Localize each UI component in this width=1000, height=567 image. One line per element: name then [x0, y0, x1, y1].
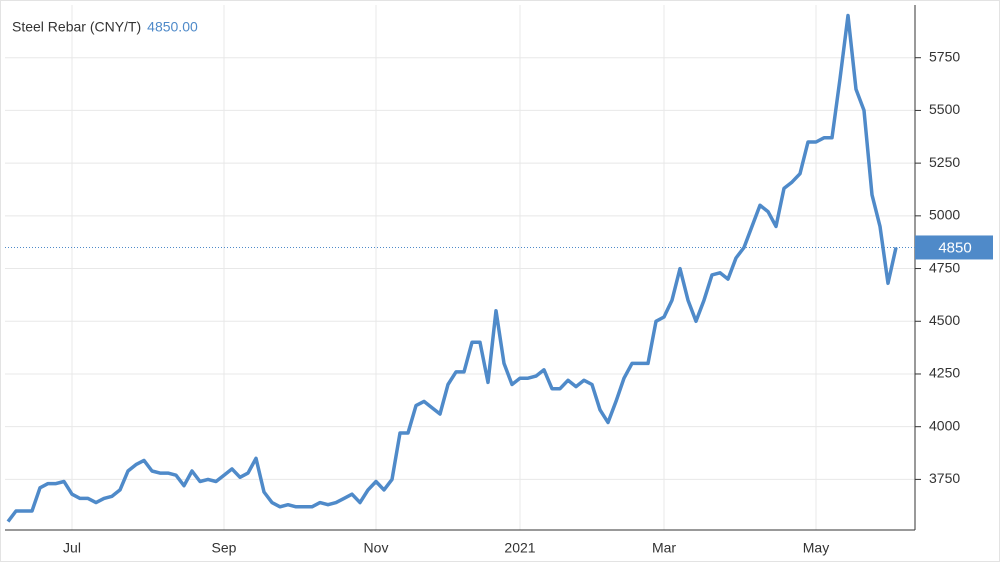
y-tick-label: 5000 [929, 207, 960, 223]
y-tick-label: 5750 [929, 48, 960, 64]
x-tick-label: May [803, 540, 829, 556]
series-line [6, 13, 898, 523]
last-value-label: 4850 [938, 239, 971, 256]
x-tick-label: Nov [364, 540, 389, 556]
y-tick-label: 4000 [929, 417, 960, 433]
headline-value: 4850.00 [147, 19, 198, 35]
y-tick-label: 5500 [929, 101, 960, 117]
y-tick-label: 5250 [929, 154, 960, 170]
x-tick-label: Mar [652, 540, 676, 556]
x-tick-label: Jul [63, 540, 81, 556]
grid [5, 5, 915, 530]
plot [6, 13, 898, 523]
last-value-box [915, 235, 993, 260]
y-tick-label: 4250 [929, 365, 960, 381]
y-tick-label: 3750 [929, 470, 960, 486]
x-tick-label: Sep [212, 540, 237, 556]
chart-title: Steel Rebar (CNY/T) [12, 19, 141, 35]
y-tick-label: 4750 [929, 259, 960, 275]
y-tick-label: 4500 [929, 312, 960, 328]
x-tick-label: 2021 [504, 540, 535, 556]
